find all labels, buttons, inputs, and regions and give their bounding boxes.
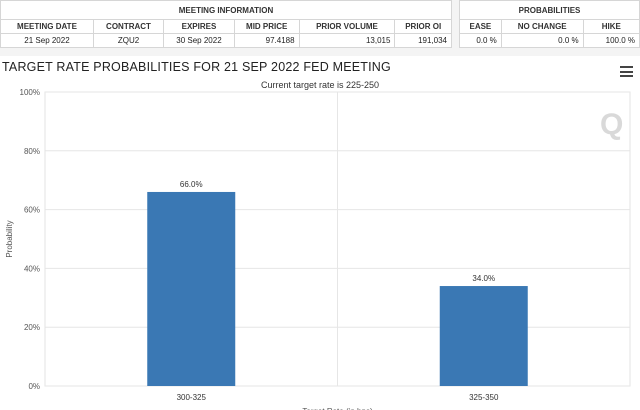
contract-info-tables: MEETING INFORMATION MEETING DATE CONTRAC… bbox=[0, 0, 640, 56]
meeting-info-table: MEETING INFORMATION MEETING DATE CONTRAC… bbox=[0, 0, 452, 48]
y-axis-label: Probability bbox=[5, 220, 14, 257]
y-tick-label: 100% bbox=[20, 88, 40, 97]
probabilities-table: PROBABILITIES EASE NO CHANGE HIKE 0.0 % … bbox=[459, 0, 640, 48]
x-tick-label: 325-350 bbox=[469, 393, 499, 402]
bar-value-label: 66.0% bbox=[180, 180, 203, 189]
cell-hike: 100.0 % bbox=[582, 33, 640, 48]
y-tick-label: 40% bbox=[24, 264, 40, 273]
x-axis-label: Target Rate (in bps) bbox=[302, 407, 373, 410]
bar-value-label: 34.0% bbox=[472, 274, 495, 283]
y-tick-label: 80% bbox=[24, 147, 40, 156]
cell-prior-volume: 13,015 bbox=[298, 33, 396, 48]
x-tick-label: 300-325 bbox=[177, 393, 207, 402]
cell-prior-oi: 191,034 bbox=[394, 33, 452, 48]
y-tick-label: 60% bbox=[24, 206, 40, 215]
cell-no-change: 0.0 % bbox=[500, 33, 584, 48]
y-tick-label: 20% bbox=[24, 323, 40, 332]
chart-title: TARGET RATE PROBABILITIES FOR 21 SEP 202… bbox=[2, 60, 391, 74]
bar bbox=[147, 191, 236, 386]
bar bbox=[439, 286, 528, 386]
hamburger-menu-icon[interactable] bbox=[620, 66, 633, 80]
chart-subtitle: Current target rate is 225-250 bbox=[260, 80, 380, 90]
cell-expires: 30 Sep 2022 bbox=[163, 33, 235, 48]
cell-contract: ZQU2 bbox=[92, 33, 165, 48]
y-tick-label: 0% bbox=[28, 382, 40, 391]
cell-meeting-date: 21 Sep 2022 bbox=[0, 33, 94, 48]
watermark-logo: Q bbox=[600, 108, 624, 141]
